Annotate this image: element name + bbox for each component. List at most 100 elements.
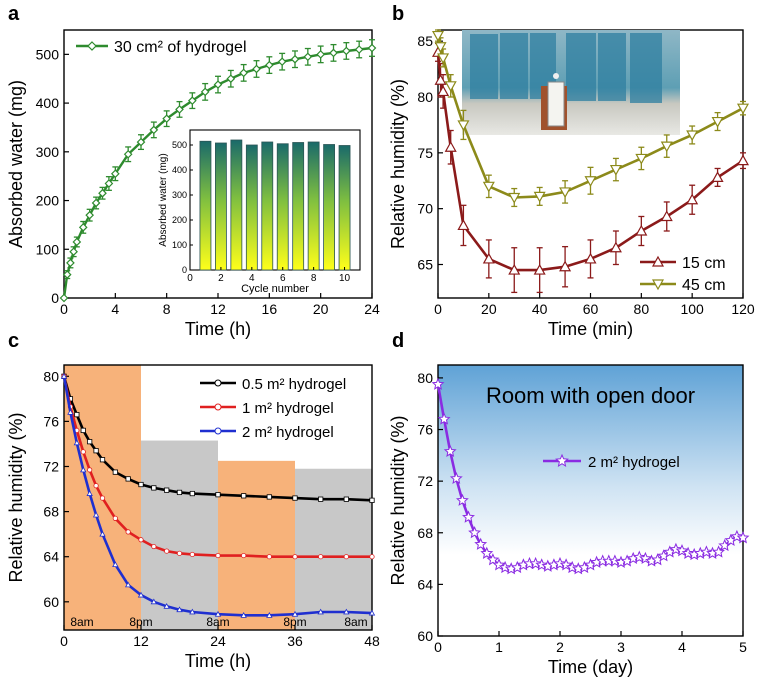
- data-point: [699, 545, 713, 558]
- legend-marker: [214, 379, 222, 387]
- data-point: [712, 545, 726, 558]
- legend-marker: [214, 403, 222, 411]
- time-of-day-label: 8am: [344, 615, 367, 629]
- x-tick-label: 4: [111, 301, 119, 317]
- y-tick-label: 80: [417, 370, 433, 386]
- inset-x-tick-label: 2: [218, 273, 224, 284]
- data-point: [318, 496, 324, 502]
- y-axis-label: Relative humidity (%): [6, 412, 26, 582]
- y-tick-label: 70: [417, 201, 433, 217]
- y-tick-label: 68: [43, 504, 59, 520]
- data-point: [343, 554, 349, 560]
- legend-label: 30 cm² of hydrogel: [114, 39, 247, 56]
- data-point: [87, 467, 93, 473]
- data-point: [176, 606, 183, 613]
- x-tick-label: 20: [313, 301, 329, 317]
- data-point: [69, 247, 78, 257]
- y-tick-label: 300: [36, 144, 60, 160]
- data-point: [584, 176, 597, 187]
- data-point: [214, 610, 222, 617]
- data-point: [660, 210, 673, 222]
- y-tick-label: 68: [417, 525, 433, 541]
- data-point: [736, 531, 750, 544]
- data-point: [189, 608, 196, 615]
- data-point: [241, 493, 247, 499]
- panel-letter-d: d: [392, 330, 404, 352]
- y-tick-label: 76: [417, 422, 433, 438]
- data-point: [93, 483, 99, 489]
- series-line: [436, 52, 744, 272]
- inset-bar: [292, 142, 305, 271]
- data-point: [730, 529, 744, 543]
- data-point: [73, 439, 81, 446]
- inset-x-tick-label: 10: [339, 273, 351, 284]
- x-tick-label: 8: [163, 301, 171, 317]
- hydrogel-sheet: [500, 33, 528, 99]
- y-axis-label: Relative humidity (%): [388, 415, 408, 585]
- data-point: [341, 46, 351, 56]
- data-point: [87, 439, 93, 445]
- data-point: [125, 529, 131, 535]
- data-point: [277, 57, 287, 67]
- data-point: [215, 492, 221, 498]
- data-point: [93, 448, 99, 454]
- x-tick-label: 100: [680, 301, 704, 317]
- data-point: [559, 260, 572, 272]
- data-point: [164, 548, 170, 554]
- x-tick-label: 12: [133, 633, 149, 649]
- data-point: [367, 43, 377, 53]
- data-point: [444, 81, 457, 93]
- data-point: [609, 164, 622, 176]
- panel-b-chart: 0 20 40 60 80 100 120 65 70 75 80 85 Time (min) Relat…: [388, 29, 755, 339]
- data-point: [151, 543, 157, 550]
- data-point: [99, 530, 106, 537]
- y-tick-label: 100: [36, 241, 60, 257]
- inset-bar: [230, 139, 243, 271]
- y-tick-label: 400: [36, 95, 60, 111]
- data-point: [138, 481, 144, 488]
- data-point: [124, 581, 132, 588]
- inset-bar: [245, 144, 258, 271]
- data-point: [92, 511, 100, 518]
- data-point: [189, 490, 195, 497]
- y-axis-label: Relative humidity (%): [388, 79, 408, 249]
- inset-y-tick-label: 400: [172, 165, 187, 175]
- x-tick-label: 20: [481, 301, 497, 317]
- series-line: [436, 35, 744, 199]
- x-tick-label: 0: [60, 301, 68, 317]
- legend-label: 1 m² hydrogel: [242, 400, 334, 417]
- legend-label: 2 m² hydrogel: [242, 424, 334, 441]
- data-point: [99, 495, 106, 501]
- x-tick-label: 0: [434, 639, 442, 655]
- inset-bar: [261, 141, 274, 271]
- time-of-day-label: 8pm: [283, 615, 306, 629]
- data-point: [533, 263, 546, 275]
- legend-label: 2 m² hydrogel: [588, 454, 680, 471]
- time-of-day-label: 8pm: [129, 615, 152, 629]
- data-point: [136, 137, 146, 147]
- data-point: [78, 222, 88, 232]
- x-tick-label: 120: [731, 301, 755, 317]
- data-point: [457, 120, 470, 132]
- data-point: [266, 612, 273, 618]
- data-point: [553, 556, 567, 570]
- data-point: [112, 469, 118, 475]
- data-point: [189, 551, 195, 558]
- data-point: [660, 141, 673, 153]
- data-point: [187, 96, 197, 106]
- legend-label: 0.5 m² hydrogel: [242, 376, 346, 393]
- time-of-day-label: 8am: [206, 615, 229, 629]
- data-point: [317, 608, 324, 615]
- data-point: [162, 114, 172, 124]
- data-point: [59, 293, 69, 303]
- y-tick-label: 85: [417, 33, 433, 49]
- x-tick-label: 40: [532, 301, 548, 317]
- data-point: [482, 181, 495, 193]
- data-point: [431, 30, 445, 42]
- data-point: [112, 515, 118, 521]
- data-point: [112, 561, 119, 567]
- inset-y-tick-label: 500: [172, 140, 187, 150]
- x-tick-label: 0: [60, 633, 68, 649]
- x-tick-label: 48: [364, 633, 380, 649]
